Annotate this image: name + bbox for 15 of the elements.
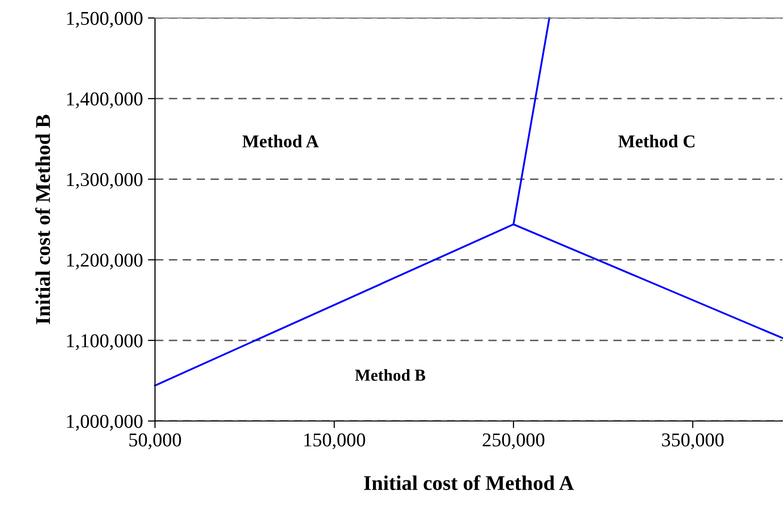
x-axis-title: Initial cost of Method A [364, 475, 574, 490]
annotation: Method B [355, 369, 426, 381]
y-tick-label: 1,300,000 [67, 173, 142, 189]
x-tick-label: 50,000 [129, 433, 181, 450]
y-tick-label: 1,000,000 [67, 414, 142, 431]
y-tick-label: 1,200,000 [67, 254, 142, 270]
x-tick-label: 250,000 [482, 433, 544, 450]
y-tick-label: 1,400,000 [67, 92, 142, 108]
x-tick-label: 350,000 [662, 433, 724, 450]
annotation: Method A [242, 134, 319, 148]
y-tick-label: 1,500,000 [67, 12, 142, 28]
y-axis-title: Initial cost of Method B [35, 114, 50, 324]
y-tick-label: 1,100,000 [67, 334, 142, 350]
annotation: Method C [618, 134, 694, 148]
x-tick-label: 150,000 [304, 433, 366, 450]
